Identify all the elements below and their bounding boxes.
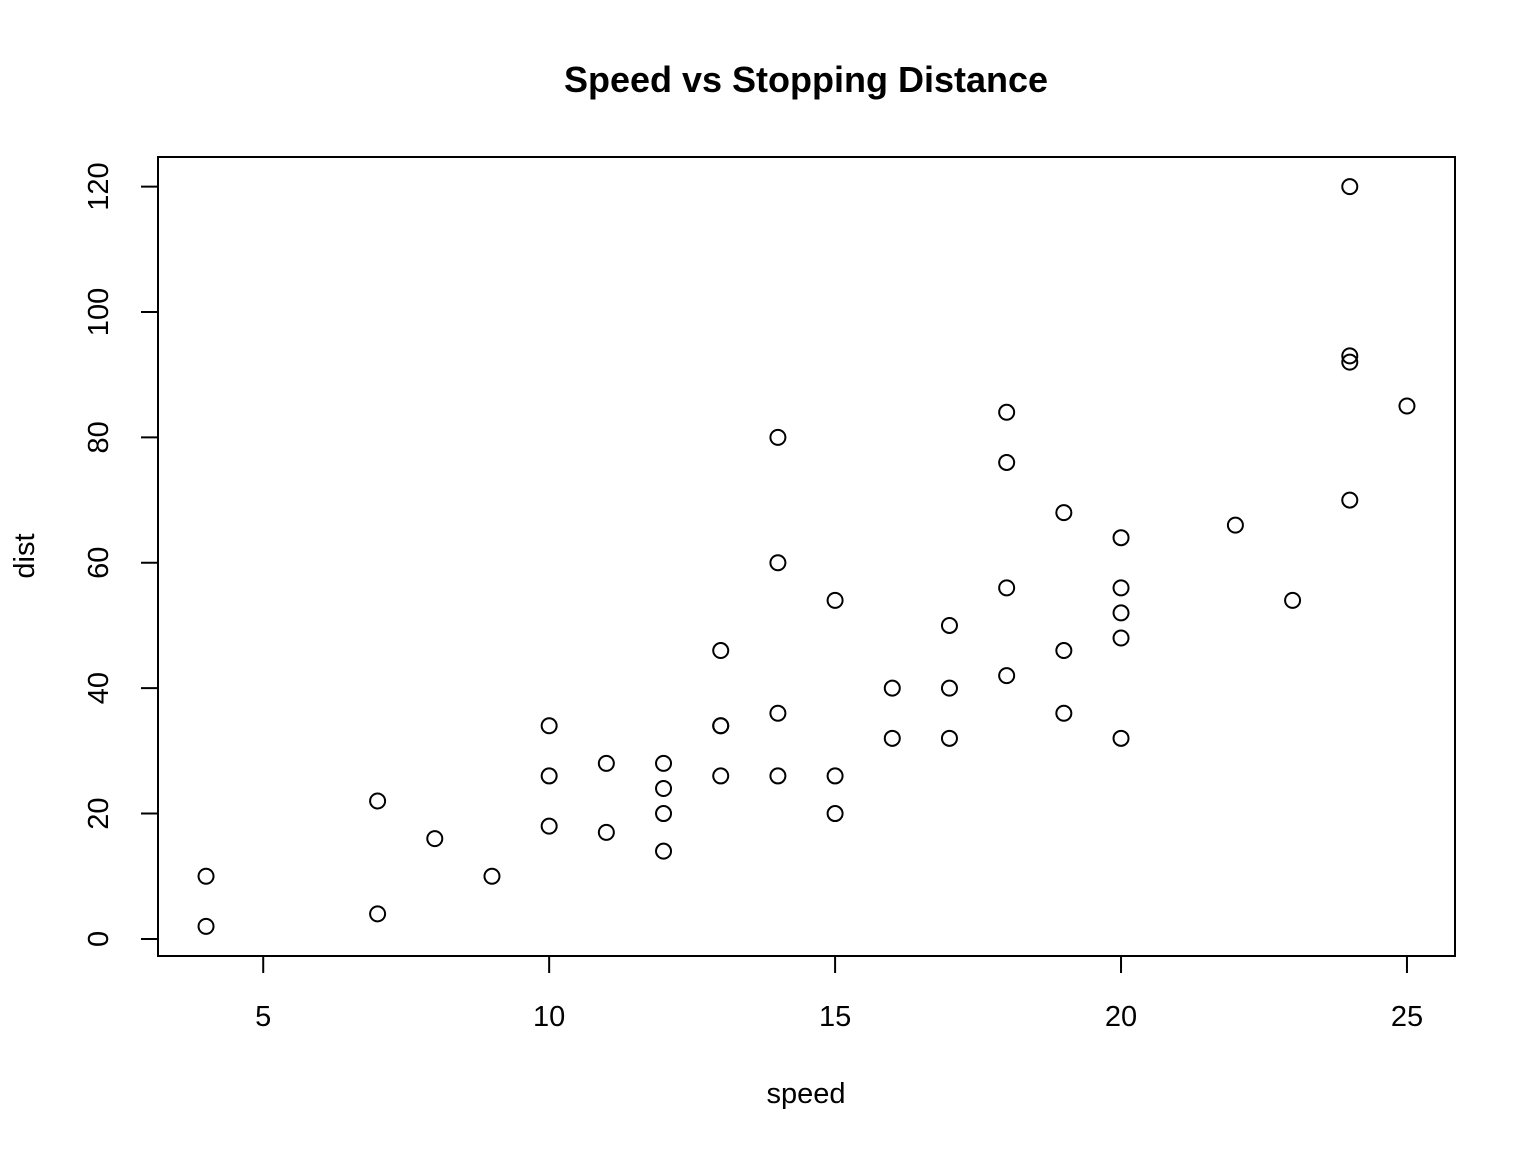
y-axis-label: dist <box>9 533 41 578</box>
data-point <box>1341 353 1359 371</box>
data-point <box>597 754 615 772</box>
data-point <box>712 767 730 785</box>
x-tick-label: 5 <box>255 1001 271 1033</box>
data-point <box>826 805 844 823</box>
data-points <box>197 178 1416 935</box>
data-point <box>1112 579 1130 597</box>
data-point <box>1055 704 1073 722</box>
data-point <box>1112 529 1130 547</box>
x-tick-label: 15 <box>819 1001 851 1033</box>
data-point <box>769 554 787 572</box>
data-point <box>1341 491 1359 509</box>
data-point <box>712 717 730 735</box>
data-point <box>940 679 958 697</box>
y-tick-label: 40 <box>83 672 115 704</box>
data-point <box>1112 729 1130 747</box>
data-point <box>655 805 673 823</box>
data-point <box>655 842 673 860</box>
data-point <box>597 823 615 841</box>
data-point <box>1112 604 1130 622</box>
data-point <box>1055 504 1073 522</box>
data-point <box>998 403 1016 421</box>
data-point <box>369 905 387 923</box>
data-point <box>1226 516 1244 534</box>
data-point <box>998 667 1016 685</box>
data-point <box>540 767 558 785</box>
y-tick-label: 0 <box>83 931 115 947</box>
x-tick-label: 20 <box>1105 1001 1137 1033</box>
data-point <box>540 717 558 735</box>
data-point <box>940 729 958 747</box>
x-axis: 5 10 15 20 25 <box>255 955 1423 1033</box>
data-point <box>655 754 673 772</box>
data-point <box>540 817 558 835</box>
data-point <box>940 616 958 634</box>
data-point <box>998 453 1016 471</box>
data-point <box>483 867 501 885</box>
y-tick-label: 120 <box>83 162 115 210</box>
data-point <box>826 767 844 785</box>
y-tick-label: 80 <box>83 421 115 453</box>
data-point <box>1055 642 1073 660</box>
data-point <box>369 792 387 810</box>
data-point <box>1341 178 1359 196</box>
x-tick-label: 25 <box>1391 1001 1423 1033</box>
data-point <box>197 867 215 885</box>
data-point <box>826 591 844 609</box>
data-point <box>769 767 787 785</box>
data-point <box>1398 397 1416 415</box>
y-tick-label: 60 <box>83 547 115 579</box>
data-point <box>883 729 901 747</box>
data-point <box>769 428 787 446</box>
data-point <box>883 679 901 697</box>
data-point <box>769 704 787 722</box>
data-point <box>712 642 730 660</box>
data-point <box>1112 629 1130 647</box>
y-axis: 0 20 40 60 80 100 120 <box>83 162 159 947</box>
chart-title: Speed vs Stopping Distance <box>564 59 1048 100</box>
y-tick-label: 20 <box>83 797 115 829</box>
data-point <box>655 779 673 797</box>
data-point <box>998 579 1016 597</box>
data-point <box>1341 347 1359 365</box>
data-point <box>426 830 444 848</box>
data-point <box>197 917 215 935</box>
x-axis-label: speed <box>766 1078 845 1110</box>
y-tick-label: 100 <box>83 288 115 336</box>
data-point <box>1284 591 1302 609</box>
x-tick-label: 10 <box>533 1001 565 1033</box>
plot-frame <box>157 156 1456 957</box>
